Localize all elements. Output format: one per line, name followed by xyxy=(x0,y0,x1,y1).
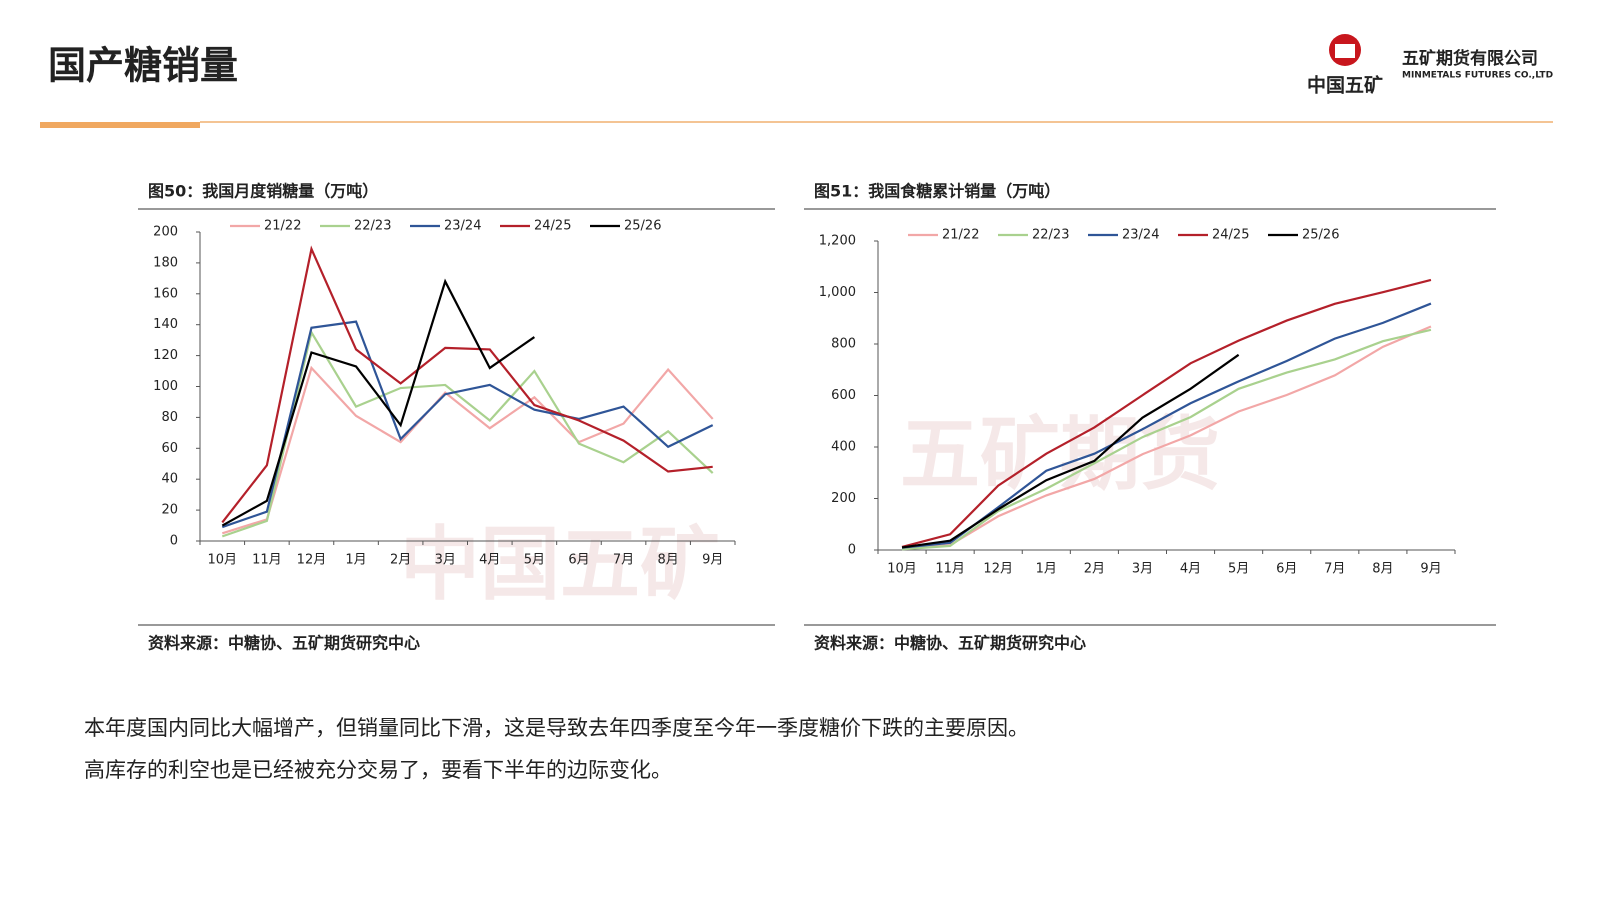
x-tick-label: 7月 xyxy=(613,553,634,568)
watermark: 五矿期货 xyxy=(900,408,1220,501)
x-tick-label: 7月 xyxy=(1324,562,1345,577)
y-tick-label: 0 xyxy=(848,543,856,558)
header-accent xyxy=(40,122,200,128)
legend-label: 21/22 xyxy=(264,219,301,234)
x-tick-label: 9月 xyxy=(702,553,723,568)
series-line xyxy=(901,328,1432,551)
chart-title: 图51：我国食糖累计销量（万吨） xyxy=(814,182,1060,201)
legend-label: 24/25 xyxy=(534,219,571,234)
legend-label: 24/25 xyxy=(1212,228,1249,243)
series-line xyxy=(221,278,536,527)
legend-label: 22/23 xyxy=(1032,228,1069,243)
x-tick-label: 8月 xyxy=(657,553,678,568)
x-tick-label: 1月 xyxy=(345,553,366,568)
y-tick-label: 60 xyxy=(161,441,178,456)
y-tick-label: 40 xyxy=(161,472,178,487)
logo-cn: 中国五矿 xyxy=(1307,74,1383,97)
x-tick-label: 4月 xyxy=(1180,562,1201,577)
series-line xyxy=(901,325,1432,550)
series-line xyxy=(901,353,1240,549)
logo: 中国五矿 五矿期货有限公司 MINMETALS FUTURES CO.,LTD xyxy=(1307,34,1553,97)
chart-source: 资料来源：中糖协、五矿期货研究中心 xyxy=(814,634,1086,653)
x-tick-label: 4月 xyxy=(479,553,500,568)
page-title: 国产糖销量 xyxy=(48,44,238,88)
y-tick-label: 140 xyxy=(153,317,178,332)
y-tick-label: 200 xyxy=(153,225,178,240)
legend-label: 23/24 xyxy=(444,219,481,234)
y-tick-label: 1,200 xyxy=(819,234,856,249)
legend-label: 25/26 xyxy=(624,219,661,234)
x-tick-label: 1月 xyxy=(1036,562,1057,577)
logo-company: 五矿期货有限公司 xyxy=(1402,48,1538,69)
x-tick-label: 2月 xyxy=(390,553,411,568)
x-tick-label: 11月 xyxy=(252,553,282,568)
x-tick-label: 6月 xyxy=(1276,562,1297,577)
x-tick-label: 5月 xyxy=(1228,562,1249,577)
legend-label: 23/24 xyxy=(1122,228,1159,243)
x-tick-label: 5月 xyxy=(524,553,545,568)
series-line xyxy=(901,278,1432,548)
y-tick-label: 200 xyxy=(831,491,856,506)
x-tick-label: 3月 xyxy=(435,553,456,568)
y-tick-label: 20 xyxy=(161,503,178,518)
series-line xyxy=(221,329,714,538)
y-tick-label: 0 xyxy=(170,534,178,549)
chart-source: 资料来源：中糖协、五矿期货研究中心 xyxy=(148,634,420,653)
y-tick-label: 80 xyxy=(161,410,178,425)
y-tick-label: 120 xyxy=(153,348,178,363)
y-tick-label: 400 xyxy=(831,440,856,455)
x-tick-label: 3月 xyxy=(1132,562,1153,577)
y-tick-label: 600 xyxy=(831,388,856,403)
paragraph: 本年度国内同比大幅增产，但销量同比下滑，这是导致去年四季度至今年一季度糖价下跌的… xyxy=(84,716,1029,740)
legend-label: 21/22 xyxy=(942,228,979,243)
paragraph: 高库存的利空也是已经被充分交易了，要看下半年的边际变化。 xyxy=(84,758,672,782)
y-tick-label: 800 xyxy=(831,337,856,352)
y-tick-label: 180 xyxy=(153,255,178,270)
x-tick-label: 10月 xyxy=(887,562,917,577)
series-line xyxy=(901,302,1432,549)
y-tick-label: 1,000 xyxy=(819,285,856,300)
logo-company-en: MINMETALS FUTURES CO.,LTD xyxy=(1402,71,1553,81)
logo-icon-inner xyxy=(1335,44,1355,58)
watermark: 中国五矿 xyxy=(400,518,720,611)
y-tick-label: 100 xyxy=(153,379,178,394)
legend-label: 25/26 xyxy=(1302,228,1339,243)
chart-title: 图50：我国月度销糖量（万吨） xyxy=(148,182,378,201)
x-tick-label: 8月 xyxy=(1372,562,1393,577)
x-tick-label: 12月 xyxy=(983,562,1013,577)
x-tick-label: 9月 xyxy=(1420,562,1441,577)
x-tick-label: 12月 xyxy=(297,553,327,568)
y-tick-label: 160 xyxy=(153,286,178,301)
series-line xyxy=(221,320,714,529)
x-tick-label: 6月 xyxy=(568,553,589,568)
x-tick-label: 2月 xyxy=(1084,562,1105,577)
legend-label: 22/23 xyxy=(354,219,391,234)
series-line xyxy=(221,245,713,524)
x-tick-label: 10月 xyxy=(208,553,238,568)
x-tick-label: 11月 xyxy=(935,562,965,577)
